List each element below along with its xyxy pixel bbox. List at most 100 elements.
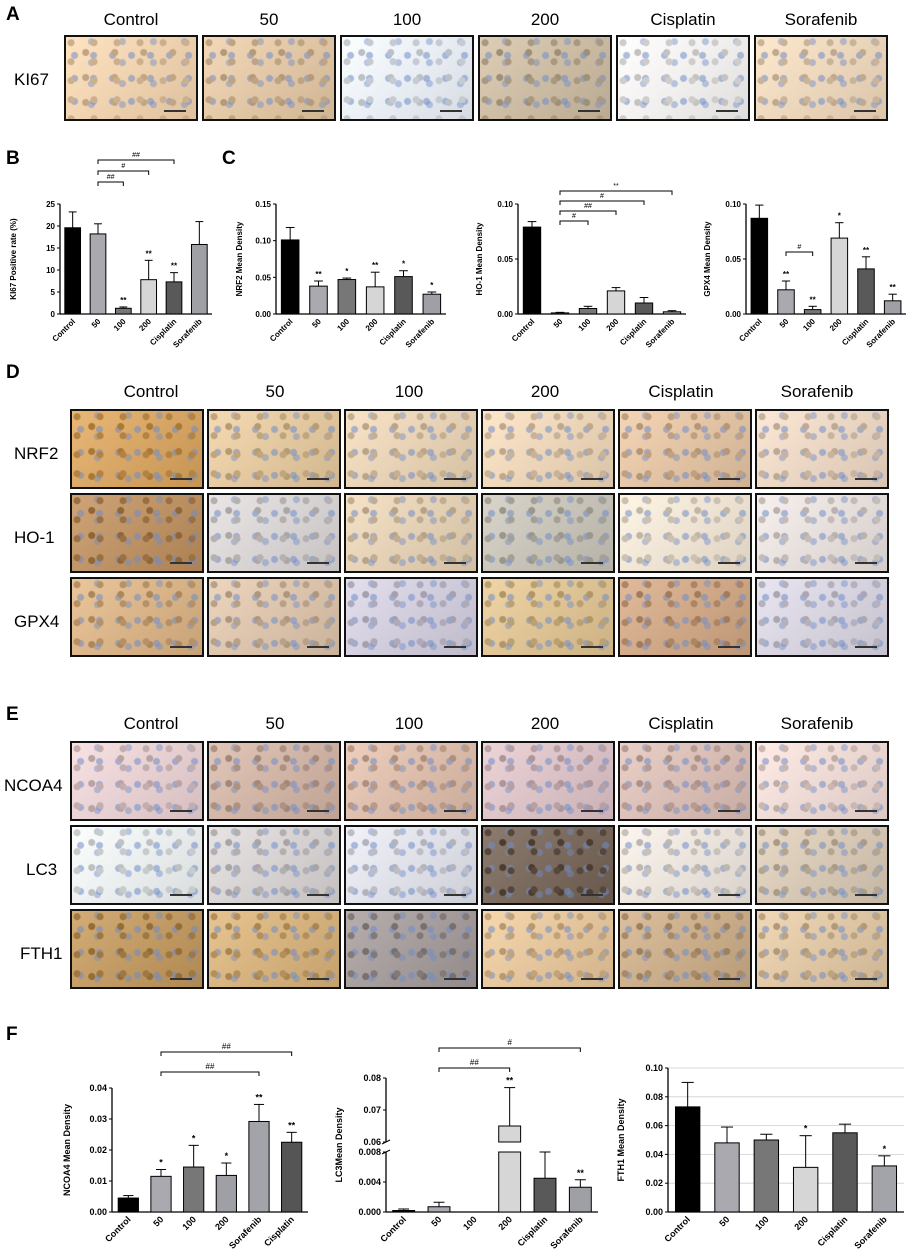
scale-bar <box>855 562 877 564</box>
y-tick-label: 0.05 <box>497 255 513 264</box>
x-tick-label: 100 <box>112 317 128 333</box>
bar-control <box>64 227 82 315</box>
micrograph-ncoa4-control <box>70 741 204 821</box>
chart-ki67-positive-rate: KI67 Positive rate (%) 0 5 10 15 20 25 Control 5… <box>9 152 212 350</box>
x-tick-label: 100 <box>180 1214 198 1232</box>
x-tick-label: Control <box>103 1214 133 1244</box>
x-tick-label: 100 <box>335 317 351 333</box>
scale-bar <box>170 894 192 896</box>
scale-bar <box>444 562 466 564</box>
significance-mark: ** <box>783 270 790 279</box>
micrograph-lc3-100 <box>344 825 478 905</box>
col-label-100: 100 <box>394 382 424 401</box>
scale-bar <box>581 478 603 480</box>
y-tick-label: 20 <box>46 222 55 231</box>
bar-control <box>674 1106 701 1213</box>
scale-bar <box>854 110 876 112</box>
micrograph-nrf2-100 <box>344 409 478 489</box>
scale-bar <box>170 978 192 980</box>
col-label-sorafenib: Sorafenib <box>784 10 858 29</box>
x-tick-label: Sorafenib <box>865 317 898 350</box>
bracket-label: # <box>797 244 801 251</box>
y-tick-label: 0.03 <box>89 1114 107 1124</box>
bar-100 <box>803 309 822 315</box>
y-tick-label: 0.000 <box>358 1207 381 1217</box>
x-tick-label: 50 <box>310 317 323 330</box>
col-label-200: 200 <box>530 382 560 401</box>
x-tick-label: Control <box>378 1214 408 1244</box>
micrograph-gpx4-50 <box>207 577 341 657</box>
micrograph-ho-1-sorafenib <box>755 493 889 573</box>
scale-bar <box>581 978 603 980</box>
significance-mark: ** <box>255 1092 263 1102</box>
bar-200 <box>215 1174 237 1213</box>
x-tick-label: Control <box>268 317 294 343</box>
y-axis-label: GPX4 Mean Density <box>703 221 712 297</box>
significance-mark: ** <box>315 270 322 279</box>
scale-bar <box>718 646 740 648</box>
scale-bar <box>440 110 462 112</box>
bar-cisplatin <box>281 1141 303 1213</box>
y-tick-label: 0.004 <box>358 1177 381 1187</box>
bar-sorafenib <box>568 1186 592 1213</box>
bar-control <box>392 1210 416 1213</box>
scale-bar <box>718 894 740 896</box>
scale-bar <box>444 894 466 896</box>
bracket-label: ## <box>132 152 140 159</box>
col-label-control: Control <box>123 382 179 401</box>
bar-50 <box>714 1142 740 1213</box>
comparison-bracket <box>160 1071 260 1076</box>
bracket-label: ## <box>470 1058 479 1067</box>
micrograph-ho-1-control <box>70 493 204 573</box>
y-tick-label: 0.10 <box>255 237 271 246</box>
micrograph-lc3-50 <box>207 825 341 905</box>
col-label-200: 200 <box>530 714 560 733</box>
y-axis-label: LC3Mean Density <box>334 1107 344 1182</box>
y-tick-label: 10 <box>46 266 55 275</box>
scale-bar <box>855 810 877 812</box>
micrograph-gpx4-sorafenib <box>755 577 889 657</box>
x-tick-label: Sorafenib <box>852 1214 889 1250</box>
micrograph-nrf2-cisplatin <box>618 409 752 489</box>
row-label-ho1: HO-1 <box>14 528 55 547</box>
y-tick-label: 0.00 <box>497 310 513 319</box>
scale-bar <box>581 810 603 812</box>
micrograph-gpx4-cisplatin <box>618 577 752 657</box>
bar-sorafenib <box>422 293 442 315</box>
micrograph-fth1-100 <box>344 909 478 989</box>
bar-sorafenib <box>190 243 208 315</box>
x-tick-label: Control <box>51 317 77 343</box>
significance-mark: ** <box>863 246 870 255</box>
bar-100 <box>753 1139 780 1213</box>
y-tick-label: 0.10 <box>645 1063 663 1073</box>
y-tick-label: 0.10 <box>725 200 741 209</box>
comparison-bracket <box>559 200 645 205</box>
row-label-lc3: LC3 <box>26 860 58 879</box>
micrograph-gpx4-200 <box>481 577 615 657</box>
significance-mark: ** <box>577 1168 585 1178</box>
col-label-cisplatin: Cisplatin <box>650 10 716 29</box>
panel-letter-e: E <box>6 704 19 725</box>
scale-bar <box>581 562 603 564</box>
y-tick-label: 0.10 <box>497 200 513 209</box>
bar-100 <box>337 279 357 315</box>
row-label-ki67: KI67 <box>14 70 49 89</box>
comparison-bracket <box>97 159 175 164</box>
col-label-50: 50 <box>265 382 285 401</box>
x-tick-label: 200 <box>792 1214 810 1232</box>
col-label-cisplatin: Cisplatin <box>648 714 714 733</box>
y-tick-label: 0.008 <box>358 1147 381 1157</box>
scale-bar <box>716 110 738 112</box>
y-tick-label: 0.08 <box>645 1092 663 1102</box>
significance-mark: * <box>402 260 406 269</box>
x-tick-label: Control <box>662 1214 692 1244</box>
micrograph-fth1-50 <box>207 909 341 989</box>
y-tick-label: 0.04 <box>89 1083 107 1093</box>
comparison-bracket <box>559 220 589 225</box>
bar-cisplatin <box>857 268 875 315</box>
row-label-nrf2: NRF2 <box>14 444 59 463</box>
comparison-bracket <box>438 1047 581 1052</box>
panel-letter-d: D <box>6 362 20 383</box>
bracket-label: # <box>600 193 604 200</box>
bar-control <box>280 239 300 315</box>
